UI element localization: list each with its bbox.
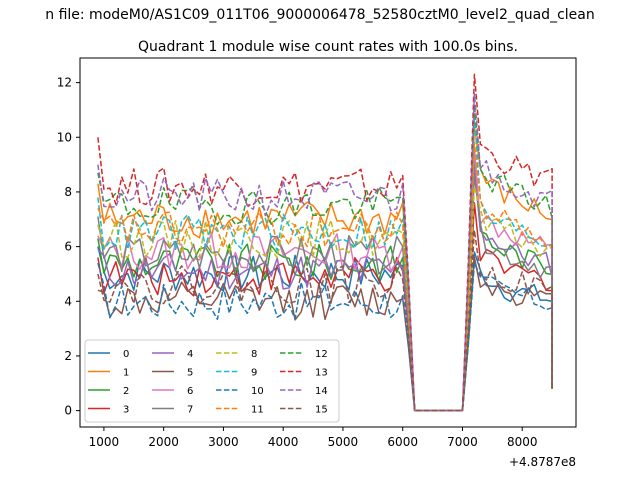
series-line-0 [97, 246, 553, 412]
legend-label-0: 0 [123, 349, 129, 360]
legend-label-1: 1 [123, 368, 129, 379]
y-tick-label: 12 [57, 76, 72, 90]
x-tick-label: 5000 [328, 435, 359, 449]
legend-label-2: 2 [123, 386, 129, 397]
x-tick-label: 6000 [387, 435, 418, 449]
axes-title: Quadrant 1 module wise count rates with … [138, 39, 518, 55]
y-tick-label: 0 [64, 404, 72, 418]
x-tick-label: 4000 [268, 435, 299, 449]
legend-label-7: 7 [187, 405, 193, 416]
legend-label-8: 8 [251, 349, 257, 360]
x-tick-label: 2000 [148, 435, 179, 449]
x-offset-label: +4.8787e8 [509, 455, 576, 469]
series-line-6 [97, 147, 553, 412]
y-tick-label: 4 [64, 294, 72, 308]
legend-label-5: 5 [187, 368, 193, 379]
series-line-15 [97, 229, 553, 412]
x-tick-label: 3000 [208, 435, 239, 449]
x-tick-label: 7000 [447, 435, 478, 449]
series-line-8 [97, 185, 553, 412]
y-tick-label: 10 [57, 130, 72, 144]
series-line-14 [97, 92, 553, 412]
legend-box [84, 339, 340, 423]
legend-label-9: 9 [251, 368, 257, 379]
series-line-11 [97, 141, 553, 412]
legend-label-10: 10 [251, 386, 264, 397]
x-tick-label: 8000 [507, 435, 538, 449]
legend-label-4: 4 [187, 349, 193, 360]
y-axis: 0 2 4 6 8 10 12 [57, 76, 80, 418]
axes-frame [79, 57, 577, 428]
legend-label-14: 14 [315, 386, 328, 397]
y-tick-label: 6 [64, 240, 72, 254]
series-layer [97, 73, 553, 412]
legend-label-13: 13 [315, 368, 328, 379]
legend-label-3: 3 [123, 405, 129, 416]
legend-label-15: 15 [315, 405, 328, 416]
y-tick-label: 8 [64, 185, 72, 199]
y-tick-label: 2 [64, 349, 72, 363]
legend-label-6: 6 [187, 386, 193, 397]
series-line-13 [97, 73, 553, 412]
series-line-12 [97, 103, 553, 412]
x-tick-label: 1000 [89, 435, 120, 449]
x-axis: 1000 2000 3000 4000 5000 6000 7000 8000 [89, 427, 538, 449]
series-line-5 [97, 256, 553, 412]
series-line-10 [97, 262, 553, 412]
figure-suptitle: n file: modeM0/AS1C09_011T06_9000006478_… [45, 7, 594, 23]
legend-label-12: 12 [315, 349, 328, 360]
legend-label-11: 11 [251, 405, 264, 416]
